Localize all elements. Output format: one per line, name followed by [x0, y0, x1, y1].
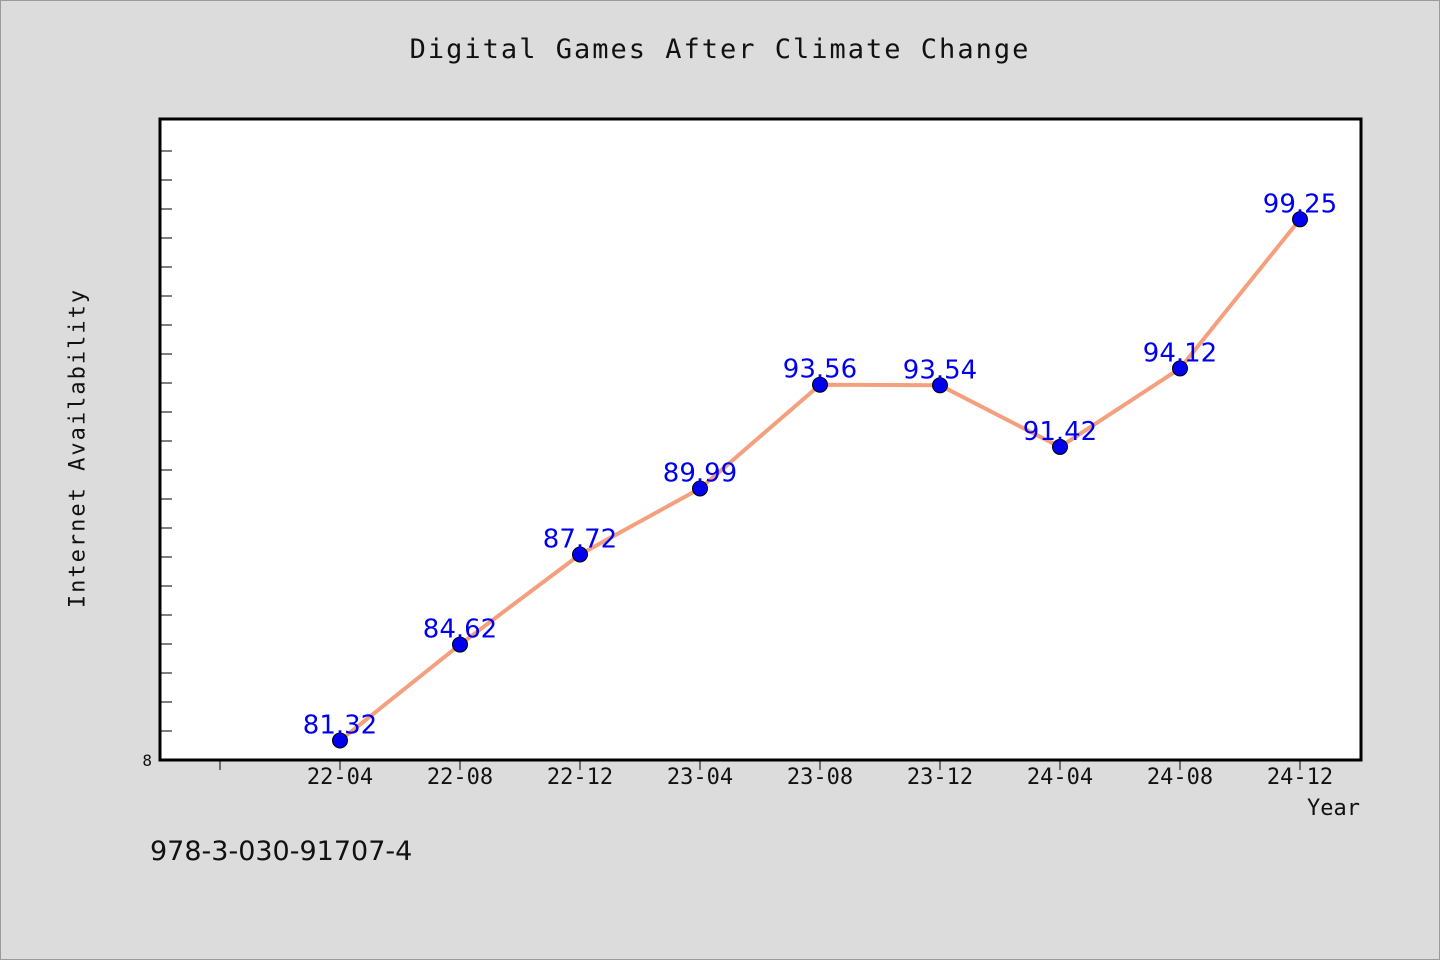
x-tick-label: 23-12 — [907, 765, 973, 790]
plot-area — [158, 117, 1363, 762]
data-label: 84.62 — [423, 615, 497, 645]
x-tick-label: 23-04 — [667, 765, 733, 790]
data-label: 94.12 — [1143, 338, 1217, 368]
data-point — [1052, 438, 1068, 455]
data-label: 87.72 — [543, 524, 617, 554]
data-point — [1172, 360, 1188, 377]
x-tick-label: 24-12 — [1267, 765, 1333, 790]
x-tick-label: 23-08 — [787, 765, 853, 790]
series: 81.32 84.62 87.72 89.99 93.56 93.54 91.42 94.12… — [303, 189, 1337, 749]
x-tick-label: 22-08 — [427, 765, 493, 790]
data-point — [932, 377, 948, 394]
x-tick-label: 22-12 — [547, 765, 613, 790]
isbn-code: 978-3-030-91707-4 — [150, 836, 413, 867]
data-label: 93.54 — [903, 355, 977, 385]
data-point — [692, 480, 708, 497]
x-axis-label: Year — [1307, 796, 1360, 821]
data-label: 99.25 — [1263, 189, 1337, 219]
x-tick-label: 24-08 — [1147, 765, 1213, 790]
x-tick-label: 22-04 — [307, 765, 373, 790]
y-axis: 8 — [142, 150, 172, 770]
x-tick-label: 24-04 — [1027, 765, 1093, 790]
data-label: 81.32 — [303, 711, 377, 741]
data-point — [572, 546, 588, 563]
data-label: 93.56 — [783, 355, 857, 385]
data-label: 89.99 — [663, 458, 737, 488]
data-label: 91.42 — [1023, 417, 1097, 447]
data-point — [332, 732, 348, 749]
y-tick-label: 8 — [142, 751, 152, 770]
data-point — [1292, 211, 1308, 228]
chart-title: Digital Games After Climate Change — [409, 34, 1031, 65]
x-axis: 22-04 22-08 22-12 23-04 23-08 23-12 24-04 24-08… — [219, 760, 1333, 790]
data-point — [452, 636, 468, 653]
data-point — [812, 376, 828, 393]
